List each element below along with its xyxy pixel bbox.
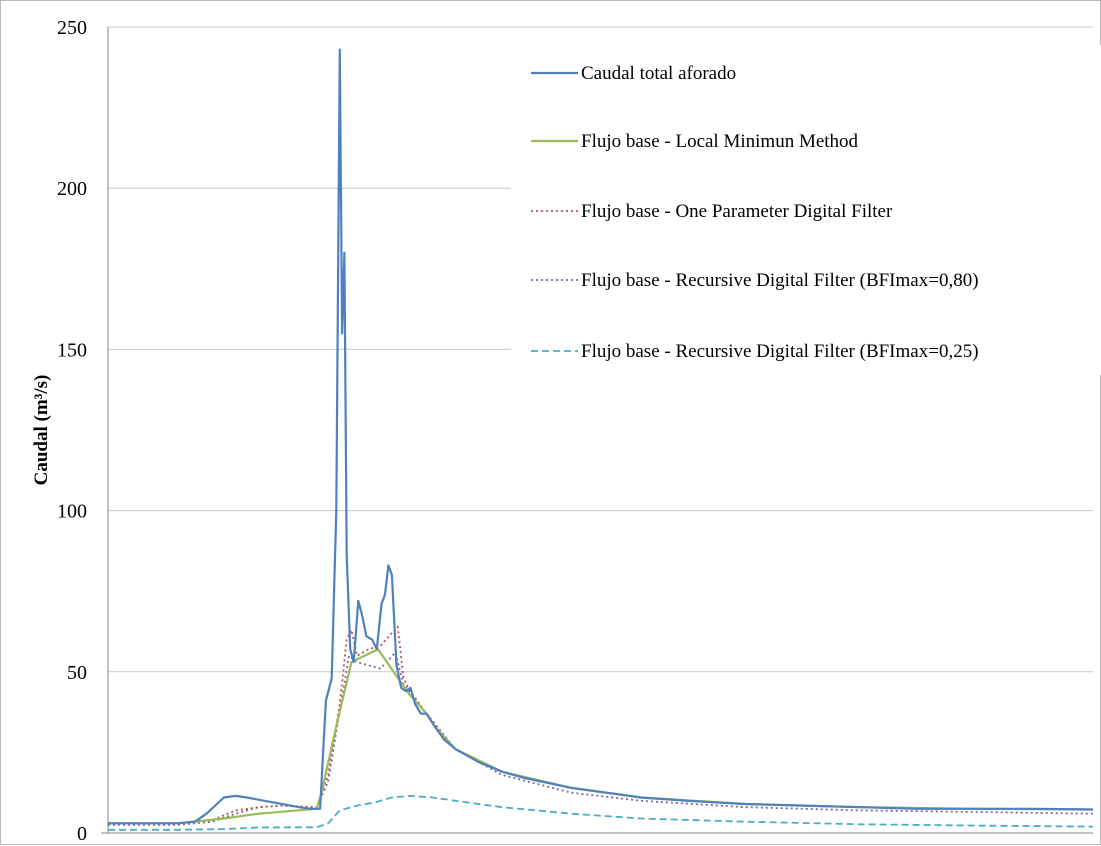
- series-line-5: [108, 795, 1094, 831]
- axes: 0 50 100 150 200 250: [57, 17, 1093, 845]
- legend-label: Caudal total aforado: [581, 63, 736, 84]
- y-axis-label: Caudal (m³/s): [31, 375, 52, 486]
- legend-item: Flujo base - Recursive Digital Filter (B…: [531, 270, 979, 291]
- legend-label: Flujo base - Recursive Digital Filter (B…: [581, 270, 979, 291]
- series-line-2: [108, 648, 1094, 825]
- series-line-1: [108, 48, 1094, 825]
- series-lines: [108, 48, 1094, 831]
- legend-item: Caudal total aforado: [531, 63, 736, 84]
- legend-background: [511, 45, 1101, 375]
- y-tick-label: 250: [57, 17, 87, 39]
- y-tick-label: 50: [67, 662, 87, 684]
- series-line-4: [108, 651, 1094, 826]
- legend-label: Flujo base - One Parameter Digital Filte…: [581, 201, 893, 222]
- legend: Caudal total aforado Flujo base - Local M…: [531, 63, 979, 362]
- legend-box: [511, 45, 1101, 375]
- legend-item: Flujo base - Recursive Digital Filter (B…: [531, 341, 979, 362]
- legend-item: Flujo base - Local Minimun Method: [531, 131, 859, 152]
- y-tick-label: 150: [57, 339, 87, 361]
- y-tick-label: 0: [77, 823, 87, 845]
- legend-label: Flujo base - Recursive Digital Filter (B…: [581, 341, 979, 362]
- legend-item: Flujo base - One Parameter Digital Filte…: [531, 201, 893, 222]
- y-tick-label: 200: [57, 178, 87, 200]
- series-line-3: [108, 625, 1094, 825]
- legend-label: Flujo base - Local Minimun Method: [581, 131, 859, 152]
- y-tick-label: 100: [57, 501, 87, 523]
